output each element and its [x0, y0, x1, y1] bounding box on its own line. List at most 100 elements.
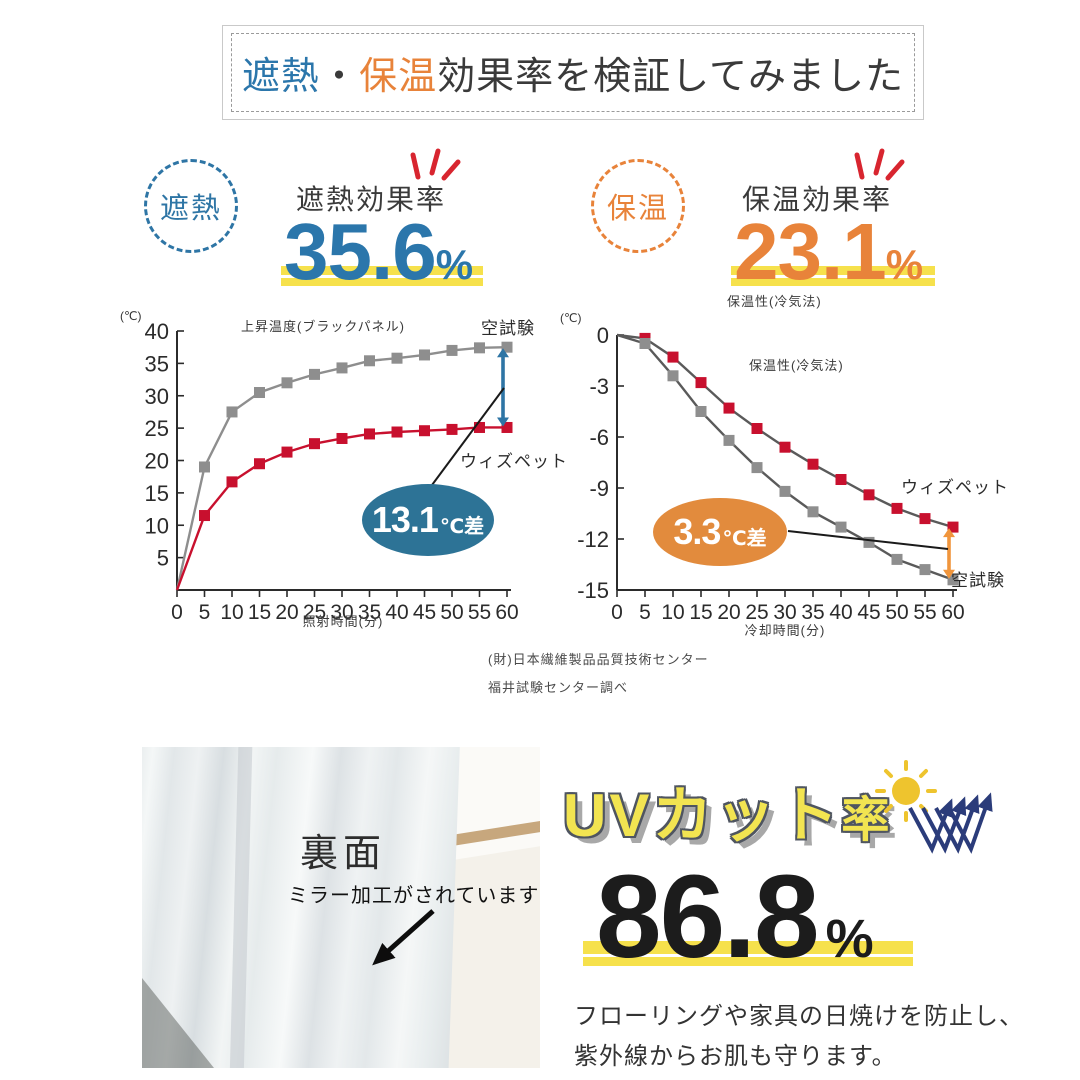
- shielding-chart-unit: (℃): [120, 309, 142, 323]
- svg-text:-6: -6: [589, 425, 609, 450]
- insulation-diff-value: 3.3: [673, 511, 721, 552]
- insulation-chart-title: 保温性(冷気法): [749, 358, 844, 373]
- insulation-value-unit: %: [885, 241, 924, 288]
- svg-text:35: 35: [358, 601, 381, 624]
- test-source-line1: (財)日本繊維製品品質技術センター: [488, 652, 709, 667]
- svg-text:40: 40: [145, 319, 169, 344]
- svg-text:60: 60: [941, 601, 964, 624]
- series-label-blank-test: 空試験: [481, 319, 535, 338]
- uv-value-unit: %: [825, 909, 874, 969]
- shading-badge: 遮熱: [144, 159, 238, 253]
- svg-text:-15: -15: [577, 578, 609, 603]
- insulation-diff-unit: ℃差: [722, 527, 767, 550]
- insulation-badge-label: 保温: [606, 193, 669, 225]
- header-dashed-frame: 遮熱・保温効果率を検証してみました: [231, 33, 915, 112]
- insulation-underline: [731, 266, 935, 286]
- svg-text:5: 5: [639, 601, 651, 624]
- photo-caption-mirror-finish: ミラー加工がされています: [288, 885, 540, 907]
- uv-heading-suffix: 率: [841, 794, 893, 847]
- insulation-diff-callout: 3.3 ℃差: [653, 498, 787, 566]
- svg-text:30: 30: [773, 601, 796, 624]
- svg-text:35: 35: [801, 601, 824, 624]
- svg-text:60: 60: [495, 601, 518, 624]
- test-source-line2: 福井試験センター調べ: [488, 680, 629, 695]
- svg-text:25: 25: [745, 601, 768, 624]
- shading-heading: 遮熱効果率: [296, 184, 447, 215]
- uv-cut-value: 86.8%: [596, 858, 874, 976]
- insulation-badge: 保温: [591, 159, 685, 253]
- svg-text:15: 15: [248, 601, 271, 624]
- pointer-arrow-icon: [372, 909, 435, 966]
- shielding-diff-value: 13.1: [371, 499, 439, 540]
- svg-text:40: 40: [385, 601, 408, 624]
- svg-text:50: 50: [885, 601, 908, 624]
- svg-text:55: 55: [913, 601, 936, 624]
- svg-text:20: 20: [717, 601, 740, 624]
- shading-badge-label: 遮熱: [159, 193, 222, 225]
- svg-text:45: 45: [413, 601, 436, 624]
- uv-value-number: 86.8: [596, 851, 820, 983]
- page-title: 遮熱・保温効果率を検証してみました: [242, 45, 904, 100]
- series-label-with-pet: ウィズペット: [460, 452, 568, 471]
- uv-reflect-arrows-icon: [908, 792, 993, 854]
- insulation-note: 保温性(冷気法): [727, 294, 822, 309]
- shielding-chart-xlabel: 照射時間(分): [302, 614, 384, 629]
- uv-description-line2: 紫外線からお肌も守ります。: [574, 1043, 897, 1070]
- title-insulation-word: 保温: [359, 56, 438, 98]
- insulation-chart-xlabel: 冷却時間(分): [744, 623, 826, 638]
- sun-uv-reflect-icon: [875, 760, 993, 854]
- title-rest: 効果率を検証してみました: [437, 56, 904, 98]
- insulation-heading: 保温効果率: [742, 184, 893, 215]
- uv-description-line1: フローリングや家具の日焼けを防止し、: [574, 1003, 1024, 1030]
- insulation-chart-unit: (℃): [560, 311, 582, 325]
- svg-text:10: 10: [661, 601, 684, 624]
- shielding-chart-title: 上昇温度(ブラックパネル): [241, 319, 406, 334]
- shading-value: 35.6%: [284, 212, 473, 292]
- svg-text:45: 45: [857, 601, 880, 624]
- svg-text:-3: -3: [589, 374, 609, 399]
- emphasis-burst-icon: [410, 148, 461, 181]
- svg-text:5: 5: [199, 601, 211, 624]
- svg-text:15: 15: [145, 481, 169, 506]
- insulation-value: 23.1%: [734, 212, 923, 292]
- svg-text:50: 50: [440, 601, 463, 624]
- svg-text:0: 0: [597, 323, 609, 348]
- svg-text:0: 0: [171, 601, 183, 624]
- shading-value-unit: %: [435, 241, 474, 288]
- shielding-diff-callout: 13.1 ℃差: [362, 484, 494, 556]
- svg-text:0: 0: [611, 601, 623, 624]
- shielding-diff-unit: ℃差: [439, 515, 485, 538]
- svg-text:55: 55: [468, 601, 491, 624]
- uv-underline: [583, 941, 913, 966]
- test-source: (財)日本繊維製品品質技術センター 福井試験センター調べ: [488, 646, 709, 702]
- svg-text:20: 20: [145, 449, 169, 474]
- svg-text:30: 30: [330, 601, 353, 624]
- insulation-chart: 0-3-6-9-12-150 5 10 15 20 25 30 35 40 45 50 55 60: [577, 323, 964, 624]
- header-title-box: 遮熱・保温効果率を検証してみました: [222, 25, 924, 120]
- svg-text:20: 20: [275, 601, 298, 624]
- shading-underline: [281, 266, 483, 286]
- svg-text:35: 35: [145, 351, 169, 376]
- svg-text:-12: -12: [577, 527, 609, 552]
- svg-text:30: 30: [145, 384, 169, 409]
- svg-text:15: 15: [689, 601, 712, 624]
- curtain-photo: [142, 747, 540, 1068]
- uv-heading-main: UVカット: [563, 782, 842, 849]
- insulation-value-number: 23.1: [734, 207, 887, 296]
- photo-label-back-side: 裏面: [300, 833, 387, 875]
- title-shading-word: 遮熱: [242, 56, 321, 98]
- svg-text:-9: -9: [589, 476, 609, 501]
- svg-text:25: 25: [303, 601, 326, 624]
- emphasis-burst-icon: [854, 148, 905, 181]
- title-dot: ・: [320, 56, 360, 98]
- svg-text:40: 40: [829, 601, 852, 624]
- uv-cut-heading: UVカット率: [563, 786, 892, 846]
- series-label-with-pet: ウィズペット: [901, 478, 1009, 497]
- svg-text:25: 25: [145, 416, 169, 441]
- svg-text:10: 10: [220, 601, 243, 624]
- series-label-blank-test: 空試験: [951, 571, 1005, 590]
- shading-value-number: 35.6: [284, 207, 437, 296]
- svg-text:10: 10: [145, 513, 169, 538]
